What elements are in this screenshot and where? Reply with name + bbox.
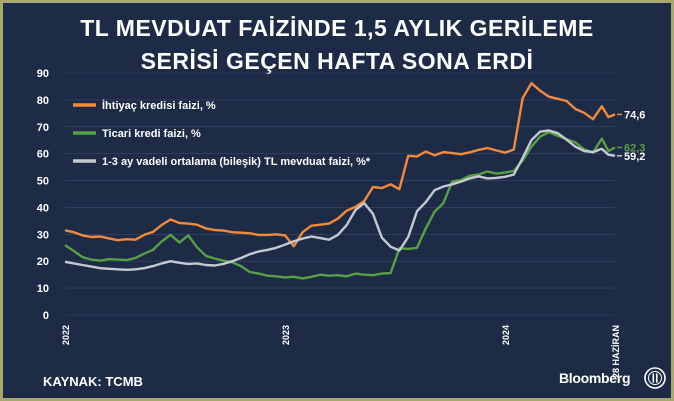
series-line-3	[64, 129, 616, 271]
y-tick-label: 10	[37, 283, 49, 295]
chart-frame: TL MEVDUAT FAİZİNDE 1,5 AYLIK GERİLEME S…	[3, 3, 671, 398]
end-value-label: 74,6	[624, 109, 645, 121]
y-tick-label: 70	[37, 122, 49, 134]
bloomberg-logo: Bloomberg	[559, 370, 631, 386]
y-tick-label: 50	[37, 176, 49, 188]
y-tick-label: 60	[37, 149, 49, 161]
source-note: KAYNAK: TCMB	[43, 374, 143, 389]
y-tick-label: 90	[37, 68, 49, 80]
y-tick-label: 0	[43, 310, 49, 322]
publisher-seal-icon	[644, 367, 666, 389]
end-value-label: 62,3	[624, 142, 645, 154]
y-tick-label: 40	[37, 202, 49, 214]
x-tick-label: 2024	[501, 325, 511, 345]
legend-label: Ticari kredi faizi, %	[102, 128, 201, 140]
series-line-2	[64, 131, 616, 280]
x-tick-label: 28 HAZİRAN	[611, 325, 621, 378]
y-tick-label: 20	[37, 256, 49, 268]
y-tick-label: 30	[37, 229, 49, 241]
y-tick-label: 80	[37, 95, 49, 107]
chart-title-line-2: SERİSİ GEÇEN HAFTA SONA ERDİ	[140, 48, 534, 74]
series-line-1	[64, 82, 616, 248]
x-tick-label: 2022	[61, 325, 71, 345]
chart-title-line-1: TL MEVDUAT FAİZİNDE 1,5 AYLIK GERİLEME	[80, 15, 594, 41]
line-chart: 0 10 20 30 40 50 60 70 80 90 2022 2023 2024 28 HAZİRA…	[37, 68, 646, 378]
legend-label: 1-3 ay vadeli ortalama (bileşik) TL mevd…	[102, 156, 371, 168]
end-value-label: 59,2	[624, 151, 645, 163]
legend-label: İhtiyaç kredisi faizi, %	[102, 99, 216, 112]
x-tick-label: 2023	[281, 325, 291, 345]
